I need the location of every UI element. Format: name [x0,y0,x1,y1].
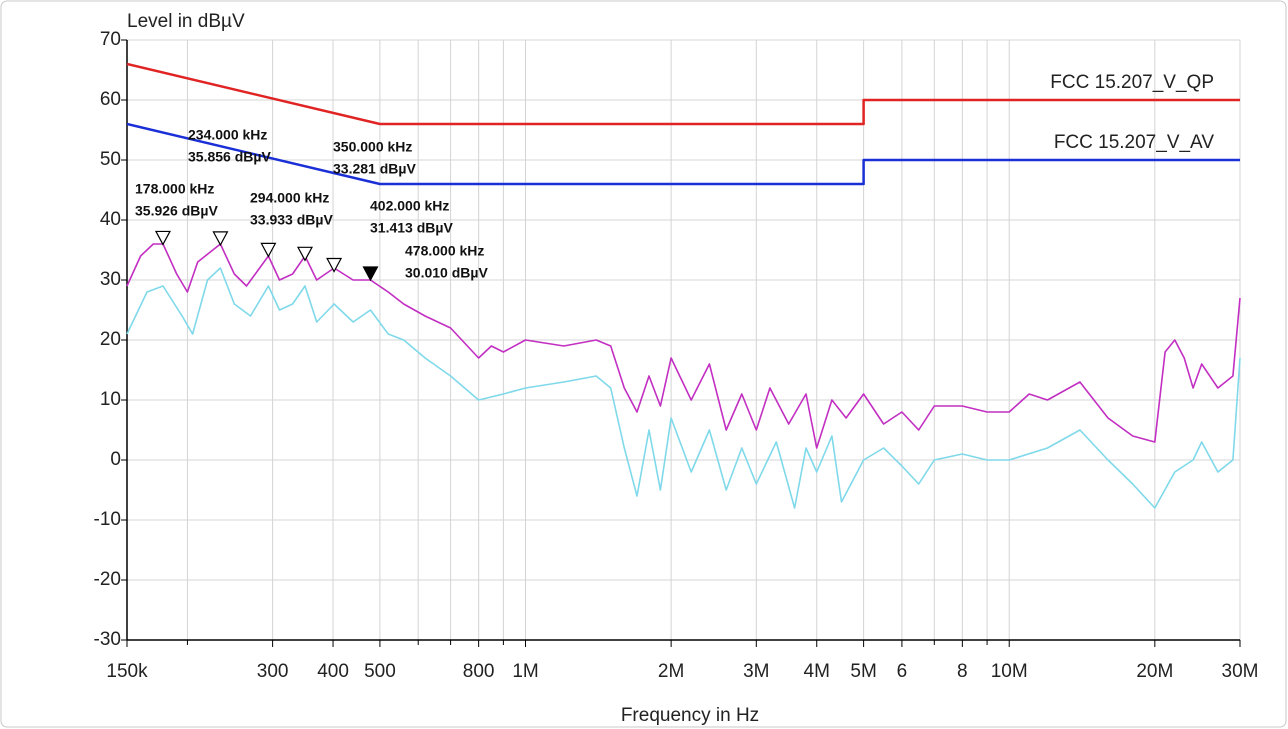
y-tick-label: 10 [100,389,121,410]
y-tick-label: 40 [100,209,121,230]
x-tick-label: 3M [743,661,769,682]
peak-marker [260,242,277,258]
x-tick-label: 20M [1136,661,1173,682]
peak-marker [212,231,229,247]
y-tick-label: 20 [100,329,121,350]
series-name: FCC 15.207_V_QP [1050,72,1214,93]
x-tick-label: 400 [317,661,349,682]
marker-label: 35.926 dBµV [135,203,218,219]
marker-label: 31.413 dBµV [370,220,453,236]
y-tick-label: -10 [94,509,121,530]
x-tick-label: 300 [257,661,289,682]
marker-label: 35.856 dBµV [188,149,271,165]
marker-label: 350.000 kHz [333,139,412,155]
peak-marker [362,266,379,282]
marker-label: 402.000 kHz [370,198,449,214]
grid [121,39,1241,647]
y-axis-title: Level in dBµV [127,11,245,32]
marker-label: 294.000 kHz [250,190,329,206]
marker-label: 33.281 dBµV [333,161,416,177]
x-tick-label: 30M [1222,661,1259,682]
limit-line [126,122,1240,186]
series-name: FCC 15.207_V_AV [1054,132,1215,153]
y-tick-label: 50 [100,149,121,170]
x-tick-label: 10M [991,661,1028,682]
marker-label: 33.933 dBµV [250,212,333,228]
x-tick-label: 8 [957,661,968,682]
limit-line [126,62,1240,126]
y-tick-label: 60 [100,89,121,110]
x-tick-label: 5M [850,661,876,682]
peak-marker [154,230,171,246]
peak-marker [296,246,313,262]
y-tick-label: 30 [100,269,121,290]
marker-label: 178.000 kHz [135,181,214,197]
peak-marker [326,257,343,273]
x-axis-title: Frequency in Hz [621,705,759,726]
trace [126,243,1241,449]
y-tick-label: -20 [94,569,121,590]
x-tick-label: 500 [364,661,396,682]
plot [126,62,1241,509]
x-tick-label: 1M [512,661,538,682]
y-tick-label: -30 [94,629,121,650]
y-tick-label: 0 [110,449,121,470]
x-tick-label: 150k [106,661,148,682]
marker-label: 30.010 dBµV [405,265,488,281]
marker-label: 234.000 kHz [188,127,267,143]
x-tick-label: 4M [804,661,830,682]
x-tick-label: 6 [897,661,908,682]
x-tick-label: 2M [658,661,684,682]
trace [126,267,1241,509]
y-tick-label: 70 [100,29,121,50]
marker-label: 478.000 kHz [405,243,484,259]
x-tick-label: 800 [463,661,495,682]
